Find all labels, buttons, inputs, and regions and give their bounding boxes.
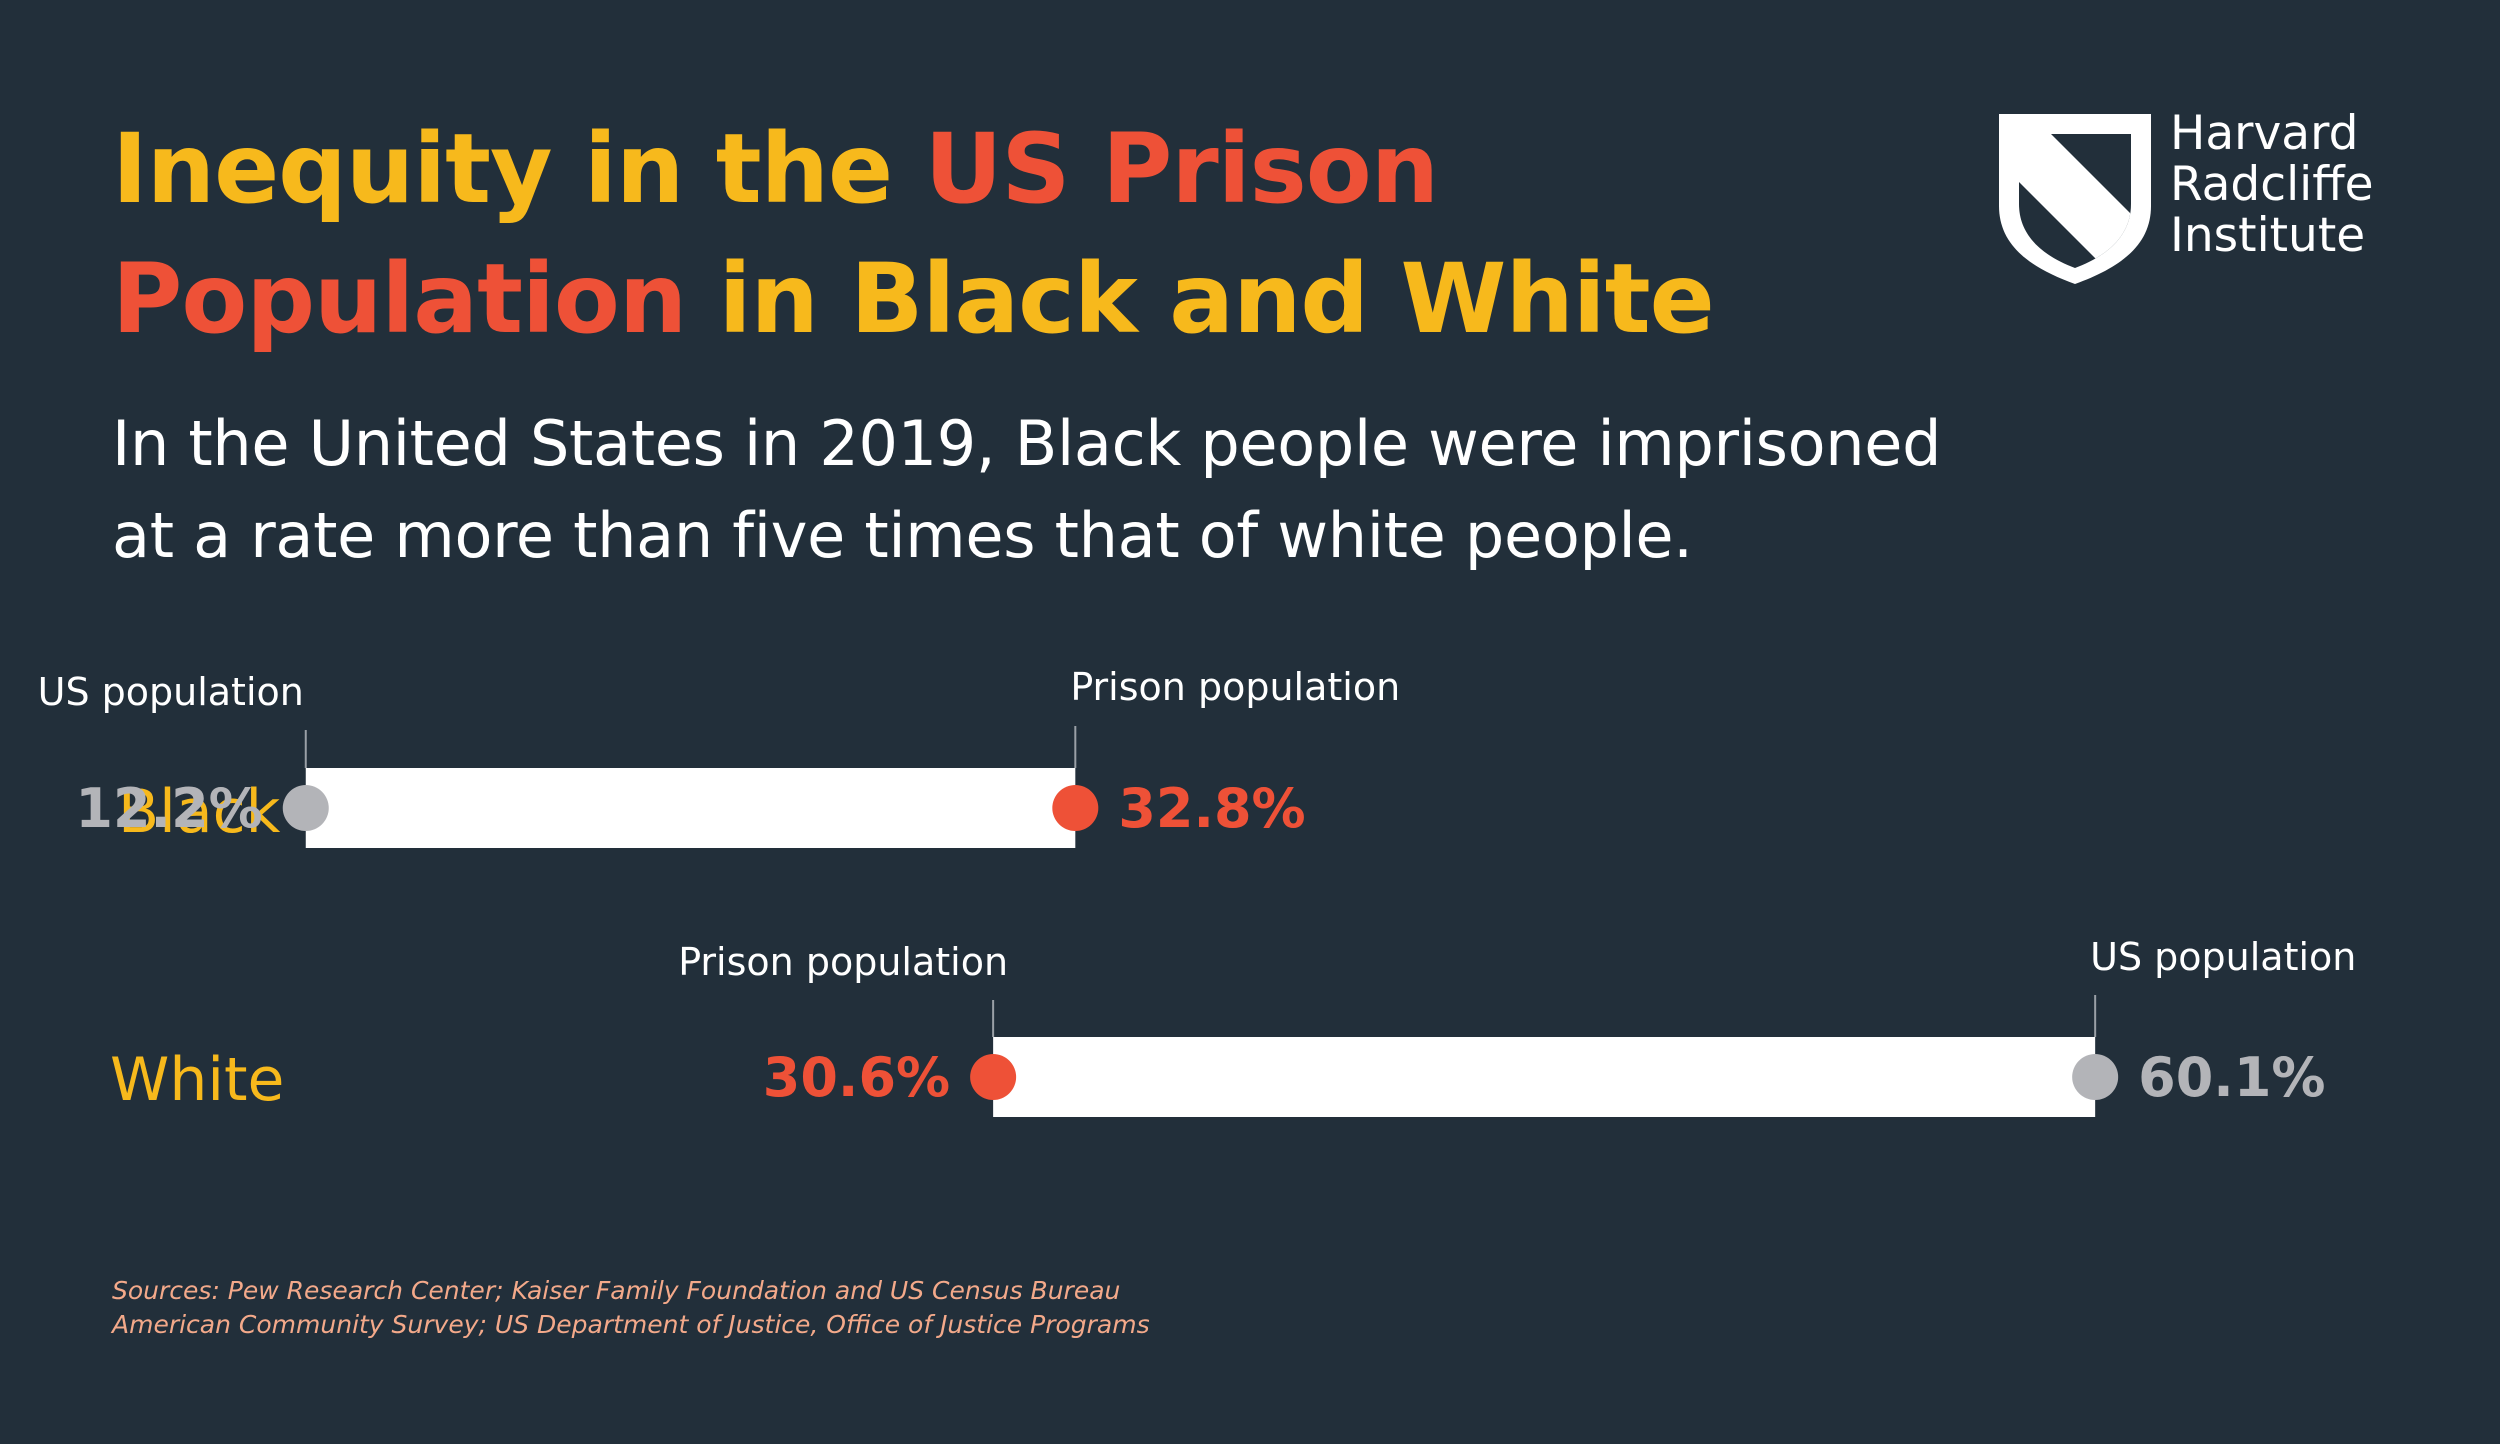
white-prison-population-dot (970, 1054, 1017, 1100)
white-us-population-value: 60.1% (2138, 1046, 2325, 1109)
row-label-white: White (110, 1045, 284, 1115)
logo-text: Harvard Radcliffe Institute (2170, 108, 2374, 261)
logo-line-2: Radcliffe (2170, 157, 2374, 212)
subtitle-line-2: at a rate more than five times that of w… (112, 499, 1693, 572)
title-part-4: in Black and White (686, 243, 1715, 355)
white-prison-population-value: 30.6% (763, 1046, 950, 1109)
harvard-radcliffe-logo: Harvard Radcliffe Institute (1995, 108, 2455, 288)
black-gap-bar (305, 768, 1076, 848)
logo-line-1: Harvard (2170, 106, 2359, 161)
black-prison-population-value: 32.8% (1118, 777, 1305, 840)
subtitle-line-1: In the United States in 2019, Black peop… (112, 407, 1942, 480)
white-us-population-annotation: US population (2090, 935, 2356, 979)
shield-icon (1999, 114, 2151, 284)
black-prison-population-annotation: Prison population (1070, 665, 1400, 709)
logo-line-3: Institute (2170, 208, 2366, 263)
subtitle: In the United States in 2019, Black peop… (112, 398, 2112, 582)
title-part-2: US Prison (924, 113, 1439, 225)
black-us-population-value: 12.2% (75, 777, 262, 840)
white-us-population-dot (2072, 1054, 2119, 1100)
sources-line-2: American Community Survey; US Department… (112, 1310, 1150, 1339)
title-part-3: Population (112, 243, 687, 355)
white-gap-bar (993, 1037, 2096, 1117)
black-us-population-annotation: US population (38, 670, 304, 714)
title-part-1: Inequity in the (112, 113, 925, 225)
sources-note: Sources: Pew Research Center; Kaiser Fam… (112, 1274, 1150, 1342)
black-us-population-dot (282, 785, 329, 831)
black-prison-population-dot (1052, 785, 1099, 831)
row-label-black: Black (118, 777, 281, 847)
sources-line-1: Sources: Pew Research Center; Kaiser Fam… (112, 1276, 1121, 1305)
page-title: Inequity in the US Prison Population in B… (112, 104, 1912, 364)
white-prison-population-annotation: Prison population (678, 940, 1008, 984)
